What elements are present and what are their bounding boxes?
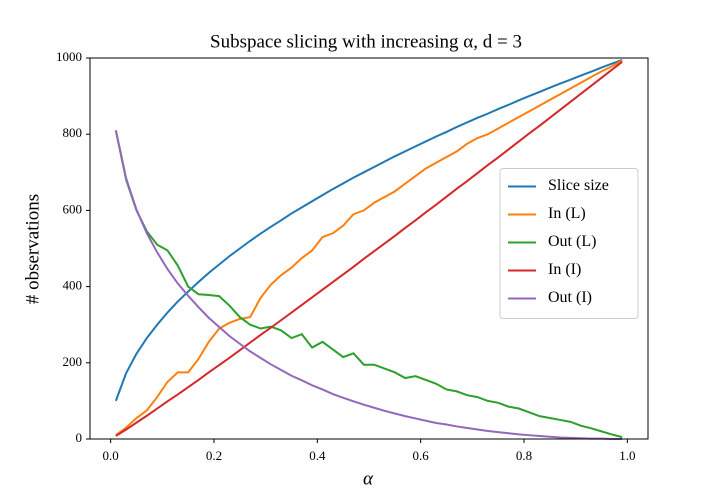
y-tick-label: 0: [76, 430, 83, 445]
x-tick-label: 0.8: [516, 448, 532, 463]
line-series: [114, 58, 623, 402]
y-tick-label: 400: [63, 278, 83, 293]
legend-label: In (L): [548, 205, 586, 222]
legend-label: Slice size: [548, 177, 609, 194]
legend-label: In (I): [548, 261, 581, 278]
line-series: [115, 61, 623, 437]
x-tick-label: 0.0: [103, 448, 119, 463]
chart-title: Subspace slicing with increasing α, d = …: [210, 31, 522, 52]
line-series: [115, 59, 623, 436]
plot-frame: [89, 57, 649, 440]
y-tick-label: 200: [63, 354, 83, 369]
y-tick-label: 1000: [56, 49, 82, 64]
x-tick-label: 0.6: [413, 448, 430, 463]
legend-box: [499, 168, 639, 319]
y-axis-label: # observations: [22, 194, 43, 304]
line-series: [114, 130, 623, 439]
x-axis-label: α: [363, 468, 374, 489]
line-series: [114, 130, 623, 440]
legend-label: Out (I): [548, 289, 592, 306]
y-tick-label: 600: [63, 201, 83, 216]
x-tick-label: 0.4: [309, 448, 326, 463]
legend: Slice size In (L) Out (L) In (I) Out (I): [499, 168, 639, 319]
x-tick-label: 1.0: [619, 448, 635, 463]
y-tick-label: 800: [63, 125, 83, 140]
legend-label: Out (L): [548, 233, 596, 250]
x-tick-label: 0.2: [206, 448, 222, 463]
